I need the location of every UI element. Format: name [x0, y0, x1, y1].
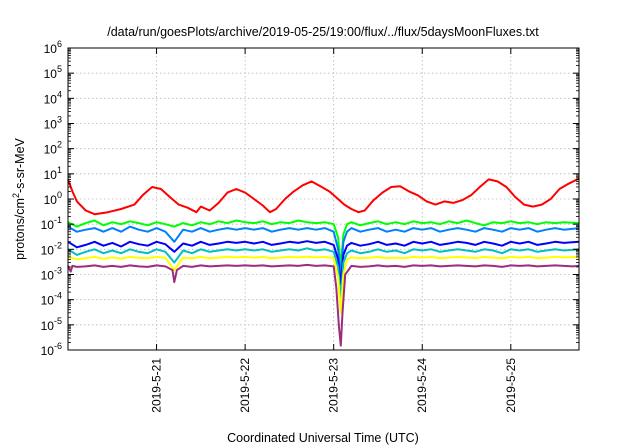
y-tick-exponent: -4: [54, 291, 62, 301]
series-line-6: [67, 255, 580, 314]
series-lines: [67, 177, 580, 347]
x-tick-label: 2019-5-23: [327, 358, 341, 413]
y-tick-label: 10-5: [41, 316, 62, 333]
y-axis-label-sup: 2: [11, 193, 21, 198]
chart-title: /data/run/goesPlots/archive/2019-05-25/1…: [107, 25, 539, 39]
y-tick-base: 10: [44, 168, 58, 182]
x-axis-label: Coordinated Universal Time (UTC): [227, 431, 419, 445]
y-tick-base: 10: [41, 294, 55, 308]
y-tick-exponent: 5: [57, 64, 62, 74]
y-tick-exponent: -2: [54, 240, 62, 250]
series-line-1: [67, 177, 580, 216]
y-tick-base: 10: [44, 42, 58, 56]
x-tick-label: 2019-5-22: [238, 358, 252, 413]
y-tick-label: 103: [44, 115, 62, 132]
y-tick-exponent: -3: [54, 266, 62, 276]
y-tick-label: 10-3: [41, 266, 62, 283]
y-tick-exponent: 0: [57, 190, 62, 200]
y-tick-label: 10-6: [41, 341, 62, 358]
y-tick-label: 10-4: [41, 291, 62, 308]
y-tick-base: 10: [41, 269, 55, 283]
series-line-3: [67, 225, 580, 278]
y-tick-base: 10: [44, 67, 58, 81]
x-axis-ticks: 2019-5-21 2019-5-22 2019-5-23 2019-5-24 2019…: [150, 48, 518, 413]
y-tick-base: 10: [44, 118, 58, 132]
y-tick-exponent: 6: [57, 39, 62, 49]
y-tick-exponent: 4: [57, 89, 62, 99]
y-tick-exponent: 3: [57, 115, 62, 125]
y-tick-base: 10: [44, 193, 58, 207]
series-line-2: [67, 219, 580, 268]
y-tick-label: 106: [44, 39, 62, 56]
y-tick-label: 105: [44, 64, 62, 81]
series-line-5: [67, 247, 580, 301]
series-line-7: [67, 263, 580, 347]
y-tick-exponent: 1: [57, 165, 62, 175]
y-tick-label: 10-1: [41, 215, 62, 232]
y-tick-label: 102: [44, 140, 62, 157]
y-tick-base: 10: [44, 92, 58, 106]
x-tick-label: 2019-5-24: [415, 358, 429, 413]
x-tick-label: 2019-5-25: [504, 358, 518, 413]
y-tick-label: 100: [44, 190, 62, 207]
y-tick-base: 10: [41, 243, 55, 257]
y-tick-exponent: -1: [54, 215, 62, 225]
y-tick-base: 10: [41, 218, 55, 232]
grid-lines: [68, 48, 579, 350]
y-tick-base: 10: [41, 319, 55, 333]
series-line-4: [67, 240, 580, 286]
y-tick-label: 101: [44, 165, 62, 182]
y-tick-exponent: -5: [54, 316, 62, 326]
y-tick-base: 10: [44, 143, 58, 157]
y-tick-base: 10: [41, 344, 55, 358]
y-axis-label-pre: protons/cm: [13, 198, 27, 260]
y-tick-exponent: 2: [57, 140, 62, 150]
y-tick-label: 104: [44, 89, 62, 106]
y-tick-exponent: -6: [54, 341, 62, 351]
x-tick-label: 2019-5-21: [150, 358, 164, 413]
y-axis-label-post: -s-sr-MeV: [13, 137, 27, 193]
y-tick-label: 10-2: [41, 240, 62, 257]
y-axis-label: protons/cm2-s-sr-MeV: [11, 137, 27, 259]
y-axis-ticks: 10-610-510-410-310-210-11001011021031041…: [41, 39, 579, 358]
